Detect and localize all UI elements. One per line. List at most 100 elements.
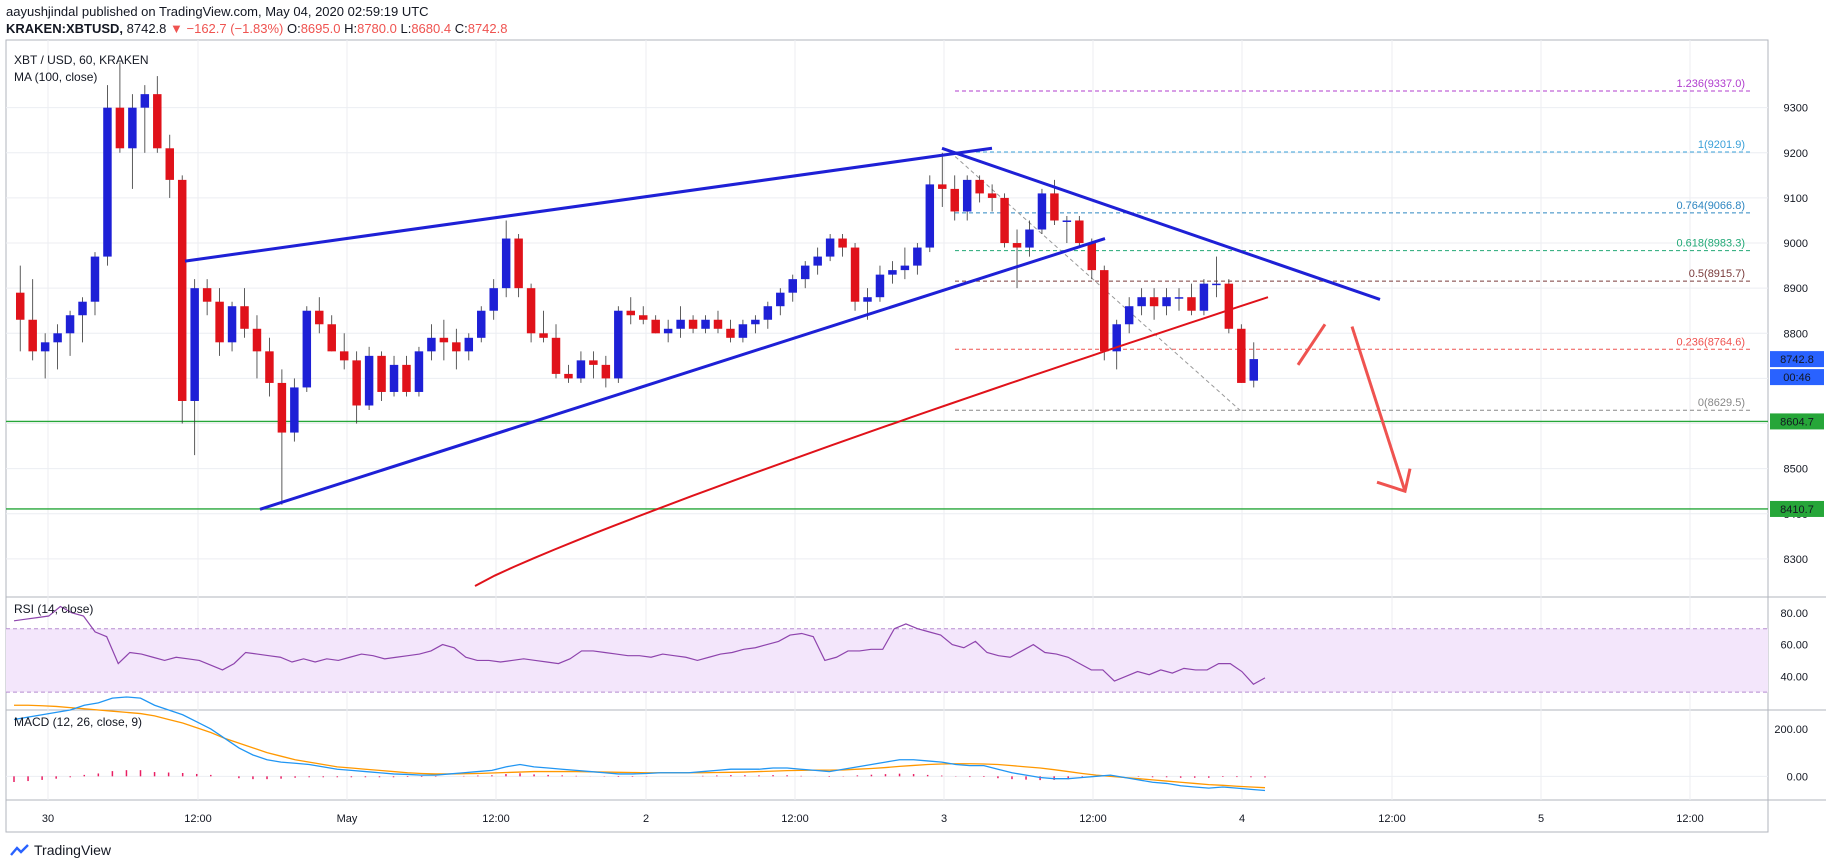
high-value: 8780.0 xyxy=(357,21,397,36)
candle-body xyxy=(638,315,648,320)
candle-body xyxy=(788,279,797,293)
macd-tick-label: 200.00 xyxy=(1774,724,1808,736)
candle-body xyxy=(265,351,274,383)
candle-body xyxy=(614,310,623,379)
candle-body xyxy=(900,265,910,271)
candle-body xyxy=(738,324,748,338)
candle-body xyxy=(1212,283,1221,286)
candle-body xyxy=(427,337,436,352)
candle-body xyxy=(103,107,112,257)
open-value: 8695.0 xyxy=(300,21,341,36)
close-label: C: xyxy=(454,21,468,36)
candle-body xyxy=(53,333,62,343)
countdown-label: 00:46 xyxy=(1783,372,1811,384)
publisher-name[interactable]: aayushjindal xyxy=(6,4,79,19)
candle-body xyxy=(477,310,486,338)
last-price: 8742.8 xyxy=(126,21,167,36)
x-tick-label: 12:00 xyxy=(1676,813,1704,825)
short-up-arrow xyxy=(1296,323,1327,366)
candle-body xyxy=(1224,283,1234,329)
fib-level-label: 0.618(8983.3) xyxy=(1677,238,1746,250)
candle-body xyxy=(339,351,349,361)
moving-average-line xyxy=(474,296,1269,587)
candle-body xyxy=(863,297,872,302)
down-arrow-head xyxy=(1376,468,1412,494)
x-tick-label: 3 xyxy=(941,813,947,825)
candle-body xyxy=(850,247,860,302)
support-price-tag xyxy=(1770,413,1824,430)
x-tick-label: 12:00 xyxy=(781,813,809,825)
macd-line xyxy=(13,696,1266,792)
fib-level-label: 0.5(8915.7) xyxy=(1689,268,1745,280)
candle-body xyxy=(1075,220,1084,244)
candle-body xyxy=(838,238,847,248)
published-text: published on TradingView.com, May 04, 20… xyxy=(81,4,429,19)
x-tick-label: 2 xyxy=(643,813,649,825)
open-label: O: xyxy=(286,21,301,36)
candle-body xyxy=(277,382,287,433)
candle-body xyxy=(975,179,984,194)
candle-body xyxy=(1050,193,1059,221)
candle-body xyxy=(913,247,922,266)
fib-level-label: 1.236(9337.0) xyxy=(1677,78,1746,90)
candle-body xyxy=(452,342,461,352)
fib-trend-line xyxy=(949,151,1241,411)
x-tick-label: 12:00 xyxy=(1378,813,1406,825)
support-price-label: 8604.7 xyxy=(1780,416,1814,428)
candle-body xyxy=(726,328,735,338)
candle-body xyxy=(78,301,87,316)
candle-body xyxy=(140,94,150,108)
candle-body xyxy=(701,319,710,329)
candle-body xyxy=(90,256,100,302)
candle-body xyxy=(539,333,548,338)
candle-body xyxy=(115,107,125,149)
candle-body xyxy=(1174,297,1184,299)
falling-resistance-trendline xyxy=(941,146,1381,301)
ohlc-line: KRAKEN:XBTUSD, 8742.8 ▼ −162.7 (−1.83%) … xyxy=(6,20,507,37)
x-tick-label: 30 xyxy=(42,813,54,825)
tradingview-logo-text: TradingView xyxy=(34,842,112,858)
price-tick-label: 9300 xyxy=(1784,103,1808,115)
symbol-label: KRAKEN:XBTUSD, xyxy=(6,21,123,36)
candle-body xyxy=(153,94,162,149)
candle-body xyxy=(651,319,660,334)
price-change: ▼ −162.7 (−1.83%) xyxy=(170,21,284,36)
candle-body xyxy=(1037,193,1047,230)
candle-body xyxy=(40,342,50,352)
x-tick-label: May xyxy=(337,813,358,825)
plot-frame xyxy=(5,39,1769,833)
candle-body xyxy=(1087,243,1097,271)
candle-body xyxy=(190,288,199,401)
x-tick-label: 12:00 xyxy=(1079,813,1107,825)
candle-body xyxy=(589,360,598,365)
candle-body xyxy=(377,355,386,392)
fib-level-label: 0.236(8764.6) xyxy=(1677,336,1746,348)
price-tick-label: 9200 xyxy=(1784,148,1808,160)
close-value: 8742.8 xyxy=(467,21,508,36)
candle-body xyxy=(240,306,249,329)
price-tick-label: 8800 xyxy=(1784,328,1808,340)
candle-body xyxy=(776,292,785,307)
ma-indicator-label: MA (100, close) xyxy=(14,70,97,84)
rsi-band xyxy=(6,628,1768,693)
rsi-tick-label: 40.00 xyxy=(1780,671,1808,683)
candle-body xyxy=(1062,220,1072,222)
candle-body xyxy=(352,360,361,406)
tradingview-logo[interactable]: TradingView xyxy=(8,842,111,858)
candle-body xyxy=(526,288,536,334)
candle-body xyxy=(1149,297,1159,307)
x-tick-label: 12:00 xyxy=(482,813,510,825)
candle-body xyxy=(514,238,523,289)
candle-body xyxy=(489,288,498,311)
candle-body xyxy=(875,274,885,298)
price-pane-title: XBT / USD, 60, KRAKEN xyxy=(14,53,149,67)
candle-body xyxy=(28,319,37,352)
candle-body xyxy=(364,355,374,406)
candle-body xyxy=(439,337,449,343)
x-tick-label: 4 xyxy=(1239,813,1245,825)
candle-body xyxy=(1249,359,1259,381)
candle-body xyxy=(65,315,75,334)
last-price-label: 8742.8 xyxy=(1780,354,1814,366)
rsi-pane-title: RSI (14, close) xyxy=(14,602,93,616)
